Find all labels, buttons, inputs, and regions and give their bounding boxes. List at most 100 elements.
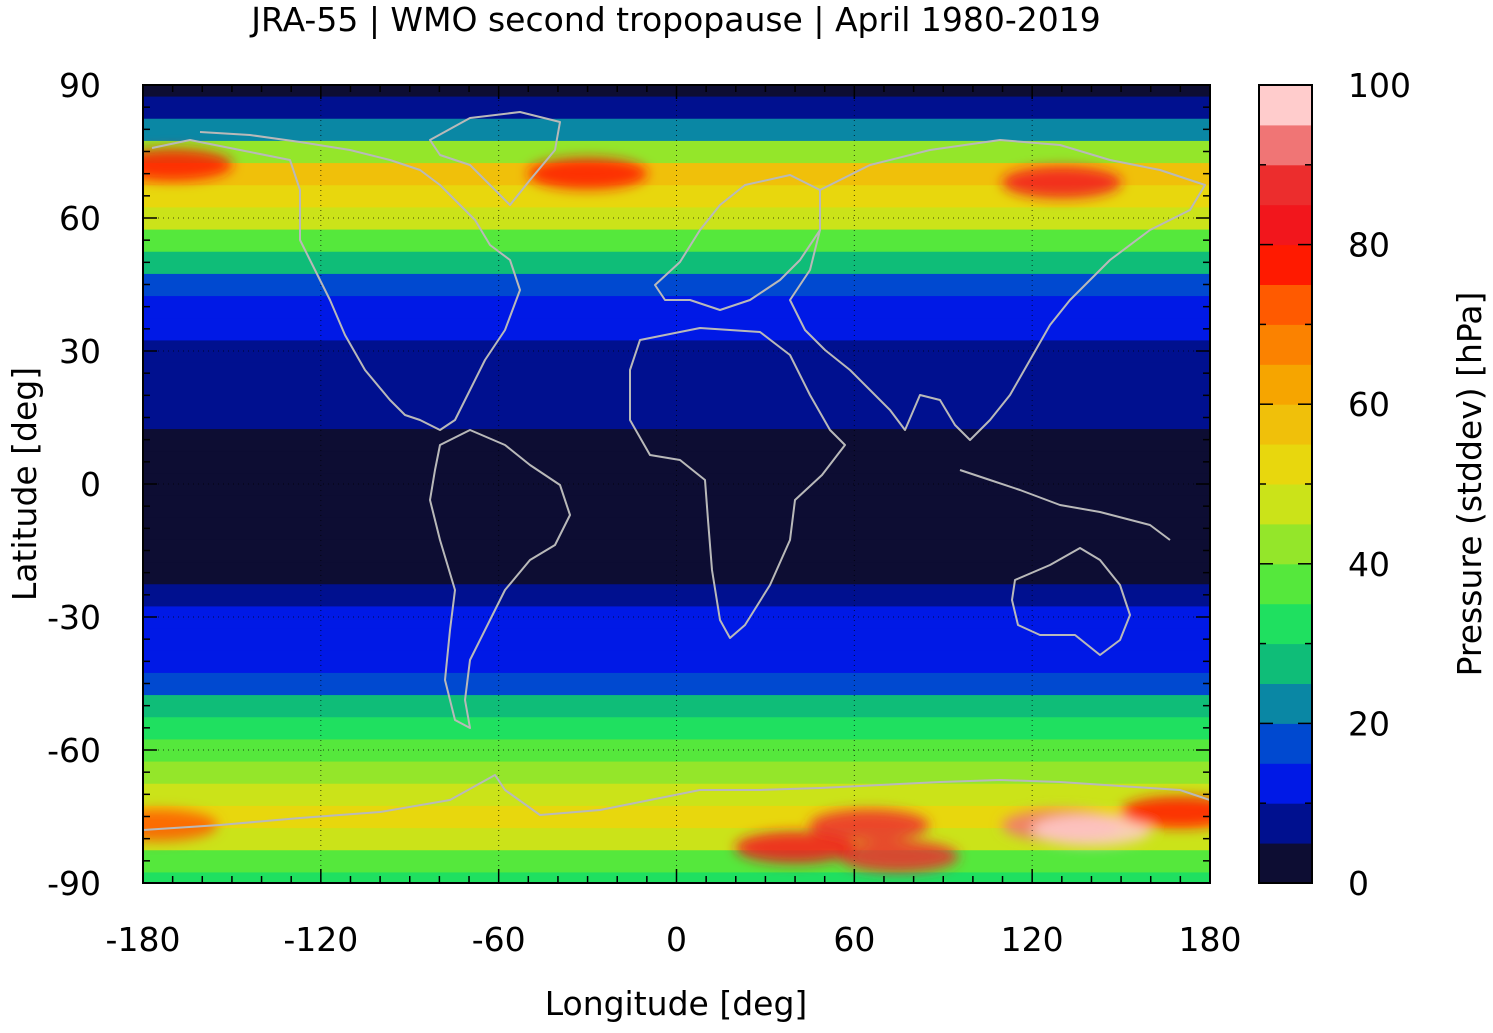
heatmap-hotspot (1031, 813, 1152, 846)
heatmap-cell (143, 118, 1210, 141)
coastlines (143, 111, 1210, 831)
y-tick-label: -30 (47, 598, 101, 637)
colorbar-tick-labels: 100 80 60 40 20 0 (1348, 66, 1411, 903)
heatmap-cell (143, 472, 1210, 496)
colorbar-swatch (1259, 204, 1312, 246)
heatmap-cell (143, 140, 1210, 164)
coastline-greenland (429, 111, 561, 206)
colorbar-label: Pressure (stddev) [hPa] (1450, 292, 1489, 677)
heatmap-hotspot (735, 831, 856, 864)
x-tick-label: 180 (1179, 920, 1242, 959)
heatmap-cell (143, 450, 1210, 474)
colorbar-swatch (1259, 523, 1312, 565)
colorbar-swatch (1259, 683, 1312, 724)
heatmap-cell (143, 716, 1210, 740)
plot-frame (142, 84, 1211, 884)
colorbar-swatch (1259, 484, 1312, 525)
colorbar-tick-label: 20 (1348, 704, 1390, 743)
grid-lines (143, 85, 1210, 883)
colorbar-tick-label: 0 (1348, 864, 1369, 903)
heatmap-cell (143, 517, 1210, 540)
colorbar-swatch (1259, 284, 1312, 325)
heatmap-cell (143, 295, 1210, 319)
heatmap-cell (143, 251, 1210, 274)
heatmap-cell (143, 96, 1210, 119)
colorbar-swatch (1259, 444, 1312, 485)
heatmap-hotspots (143, 148, 1210, 873)
heatmap-cell (143, 317, 1210, 341)
heatmap-cell (143, 362, 1210, 385)
colorbar-swatch (1259, 164, 1312, 206)
y-tick-labels: 90 60 30 0 -30 -60 -90 (47, 66, 101, 903)
coastline-antarctica (143, 774, 1210, 831)
axis-tick-marks (143, 85, 1210, 883)
heatmap-bands (143, 85, 1210, 883)
coastline-north-america (151, 131, 521, 431)
heatmap-cell (143, 672, 1210, 696)
colorbar-swatch (1259, 843, 1312, 884)
heatmap-hotspot (527, 157, 648, 190)
heatmap-cell (143, 805, 1210, 829)
y-tick-label: 0 (80, 465, 101, 504)
x-tick-label: 0 (666, 920, 687, 959)
heatmap-cell (143, 650, 1210, 673)
heatmap-cell (143, 162, 1210, 186)
heatmap-cell (143, 339, 1210, 363)
x-axis-label: Longitude [deg] (545, 984, 808, 1023)
colorbar-swatch (1259, 563, 1312, 605)
coastline-asia (789, 139, 1206, 441)
colorbar-swatch (1259, 124, 1312, 166)
heatmap-cell (143, 428, 1210, 452)
heatmap-cell (143, 184, 1210, 208)
x-tick-label: -180 (106, 920, 181, 959)
heatmap-cell (143, 206, 1210, 230)
heatmap-cell (143, 628, 1210, 651)
x-tick-label: -120 (283, 920, 358, 959)
x-tick-label: -60 (472, 920, 526, 959)
coastline-australia (1011, 547, 1131, 656)
heatmap-cell (143, 605, 1210, 629)
colorbar-swatch (1259, 723, 1312, 764)
y-tick-label: 60 (59, 199, 101, 238)
plot-area (143, 85, 1210, 883)
colorbar-swatch (1259, 763, 1312, 804)
y-tick-label: 30 (59, 332, 101, 371)
y-tick-label: -90 (47, 864, 101, 903)
colorbar-frame (1258, 84, 1313, 884)
colorbar-swatch (1259, 85, 1312, 126)
heatmap-cell (143, 406, 1210, 430)
x-tick-label: 60 (833, 920, 875, 959)
colorbar-swatch (1259, 603, 1312, 645)
heatmap-cell (143, 761, 1210, 784)
heatmap-cell (143, 495, 1210, 518)
colorbar-tick-label: 100 (1348, 66, 1411, 105)
coastline-africa (629, 327, 846, 639)
colorbar-tick-label: 60 (1348, 385, 1390, 424)
colorbar-swatch (1259, 643, 1312, 684)
colorbar (1259, 84, 1312, 884)
colorbar-swatch (1259, 404, 1312, 445)
y-tick-label: -60 (47, 731, 101, 770)
chart-title: JRA-55 | WMO second tropopause | April 1… (249, 0, 1101, 39)
heatmap-cell (143, 273, 1210, 297)
x-tick-labels: -180 -120 -60 0 60 120 180 (106, 920, 1242, 959)
colorbar-tick-label: 40 (1348, 545, 1390, 584)
x-tick-label: 120 (1001, 920, 1064, 959)
heatmap-hotspot (1120, 796, 1210, 829)
coastline-indonesia (959, 469, 1171, 541)
colorbar-swatch (1259, 244, 1312, 285)
heatmap-cell (143, 561, 1210, 585)
y-axis-label: Latitude [deg] (5, 367, 44, 601)
heatmap-hotspot (1001, 166, 1122, 199)
coastline-south-america (429, 429, 571, 729)
heatmap-hotspot (809, 809, 930, 842)
colorbar-tick-label: 80 (1348, 226, 1390, 265)
y-tick-label: 90 (59, 66, 101, 105)
colorbar-swatch (1259, 803, 1312, 844)
colorbar-swatch (1259, 364, 1312, 405)
heatmap-hotspot (143, 148, 233, 181)
heatmap-hotspot (143, 809, 218, 842)
heatmap-cell (143, 827, 1210, 851)
